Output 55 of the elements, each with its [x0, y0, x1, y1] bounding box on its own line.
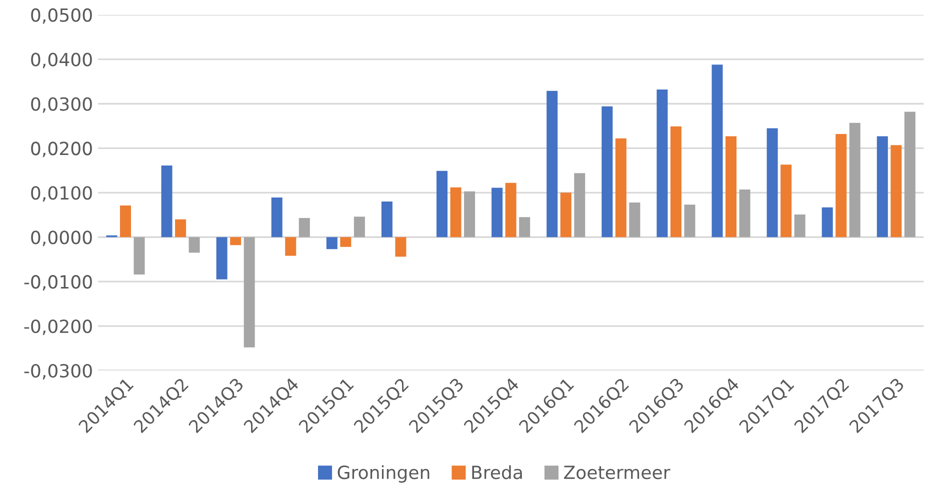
bar — [188, 237, 200, 253]
bar — [656, 90, 668, 238]
bar — [849, 122, 860, 238]
bar — [464, 191, 476, 238]
bar — [766, 128, 778, 238]
bar — [904, 112, 916, 238]
bar — [836, 134, 847, 238]
bar — [726, 136, 737, 238]
legend-label: Breda — [472, 465, 522, 480]
bar — [505, 182, 516, 238]
bar — [285, 237, 296, 256]
bar — [629, 202, 640, 238]
y-tick-label: 0,0100 — [31, 186, 92, 202]
bar — [876, 136, 888, 238]
bar — [216, 237, 228, 280]
y-tick-label: -0,0300 — [24, 364, 92, 380]
bar — [436, 170, 448, 238]
legend-label: Zoetermeer — [564, 466, 670, 480]
bar — [450, 187, 462, 238]
bar — [794, 214, 806, 238]
bar — [120, 206, 131, 238]
bar — [271, 198, 282, 238]
bar — [712, 64, 723, 238]
bar — [615, 138, 626, 238]
bar — [230, 237, 242, 246]
bar — [670, 126, 682, 238]
bar — [134, 237, 145, 274]
bar — [890, 145, 902, 238]
bar — [298, 218, 310, 238]
bar — [492, 188, 503, 238]
bar — [340, 237, 352, 247]
bar — [602, 106, 613, 238]
y-tick-label: 0,0400 — [31, 52, 92, 68]
bar — [780, 164, 792, 238]
legend-label: Groningen — [338, 465, 430, 483]
y-tick-label: 0,0000 — [31, 230, 92, 246]
bar — [560, 192, 572, 238]
bar — [684, 204, 696, 238]
y-tick-label: -0,0200 — [24, 320, 92, 335]
bar — [326, 237, 338, 250]
y-tick-label: 0,0300 — [31, 97, 92, 113]
bar — [395, 237, 406, 257]
bar — [354, 216, 365, 238]
bar — [175, 219, 186, 238]
y-tick-label: 0,0200 — [31, 142, 92, 158]
y-tick-label: 0,0500 — [31, 8, 92, 24]
bar — [519, 217, 530, 238]
y-tick-label: -0,0100 — [24, 275, 92, 291]
bar — [739, 190, 750, 238]
bar — [546, 90, 558, 238]
bar — [244, 237, 255, 348]
bar — [161, 166, 172, 238]
bar — [822, 207, 833, 238]
bar — [574, 173, 586, 238]
bar — [381, 202, 392, 238]
